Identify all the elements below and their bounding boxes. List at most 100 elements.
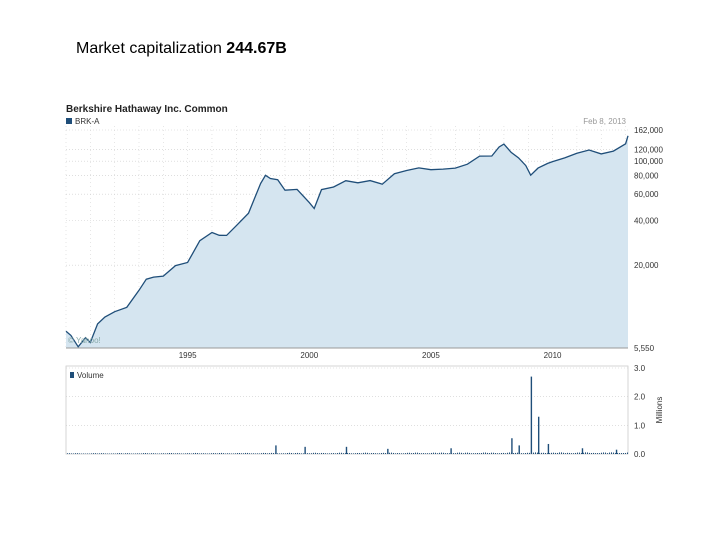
volume-bar [537,452,538,454]
volume-bar [71,453,72,454]
volume-bar [381,453,382,454]
price-line [65,135,629,348]
volume-bar [541,452,542,454]
volume-bar [265,452,266,454]
volume-bar [325,453,326,454]
volume-bar [409,452,410,454]
volume-bar [199,453,200,454]
volume-bar [133,453,134,454]
volume-bar [345,453,346,454]
volume-bar [291,453,292,454]
volume-bar [551,452,552,454]
volume-bar [121,453,122,454]
volume-bar [549,453,550,454]
market-cap-value: 244.67B [226,40,287,57]
volume-bar [297,452,298,454]
volume-bar [103,453,104,454]
volume-bar [473,453,474,454]
volume-bar [619,453,620,454]
volume-bar [495,453,496,454]
price-y-ticks: 162,000 120,000 100,000 80,000 60,000 40,000 2… [634,126,663,353]
price-x-tick-label: 2000 [300,351,318,360]
volume-bar [157,453,158,454]
volume-bar [439,452,440,454]
volume-bar [621,453,622,454]
volume-bar [277,453,278,454]
volume-bar [97,453,98,454]
volume-bar [293,453,294,454]
volume-bar [585,452,586,454]
price-y-tick-label: 80,000 [634,172,659,181]
volume-bar [229,453,230,454]
volume-bar [445,453,446,454]
volume-y-tick-label: 0.0 [634,450,646,459]
volume-bar [389,452,390,454]
volume-bar [309,453,310,454]
volume-spike [530,376,533,454]
volume-bar [607,453,608,454]
volume-bar [515,452,516,454]
volume-bar [351,453,352,454]
volume-bar [575,452,576,454]
volume-bar [101,453,102,454]
volume-bar [611,452,612,454]
volume-bar [337,453,338,454]
volume-bar [207,453,208,454]
volume-bar [139,453,140,454]
volume-bar [73,453,74,454]
volume-bar [241,453,242,454]
volume-bar [153,453,154,454]
volume-bar [307,453,308,454]
volume-bar [545,453,546,454]
volume-bar [543,452,544,454]
volume-bar [295,453,296,454]
volume-bar [401,453,402,454]
volume-bar [215,453,216,454]
volume-y-label: Millions [655,397,664,424]
volume-bar [573,453,574,454]
volume-bar [415,452,416,454]
volume-bar [327,453,328,454]
volume-bar [609,452,610,454]
volume-bar [479,453,480,454]
volume-bar [507,452,508,454]
volume-bar [245,452,246,454]
volume-bar [453,453,454,454]
price-panel: Berkshire Hathaway Inc. Common BRK-A Feb… [65,104,663,360]
volume-bar [343,453,344,454]
volume-bar [227,453,228,454]
volume-bar [317,453,318,454]
volume-bar [485,452,486,454]
legend-price: BRK-A [75,117,100,126]
volume-bar [181,453,182,454]
volume-bar [501,452,502,454]
volume-bar [171,453,172,454]
volume-bar [261,453,262,454]
volume-bar [553,452,554,454]
volume-bar [419,453,420,454]
volume-bar [443,452,444,454]
volume-bar [217,453,218,454]
volume-bar [315,452,316,454]
volume-bar [161,453,162,454]
volume-spike [518,445,520,454]
price-y-tick-label: 20,000 [634,261,659,270]
volume-y-tick-label: 1.0 [634,421,646,430]
volume-spike [387,448,389,454]
volume-bar [579,452,580,454]
volume-bar [427,453,428,454]
volume-bar [487,452,488,454]
volume-bar [147,453,148,454]
volume-bar [429,453,430,454]
volume-bar [267,453,268,454]
volume-bar [189,453,190,454]
volume-bar [159,453,160,454]
volume-bar [211,453,212,454]
volume-bar [571,453,572,454]
volume-bar [223,453,224,454]
volume-bar [237,453,238,454]
volume-bar [591,453,592,454]
volume-bar [481,452,482,454]
volume-bar [167,453,168,454]
volume-bar [615,453,616,454]
